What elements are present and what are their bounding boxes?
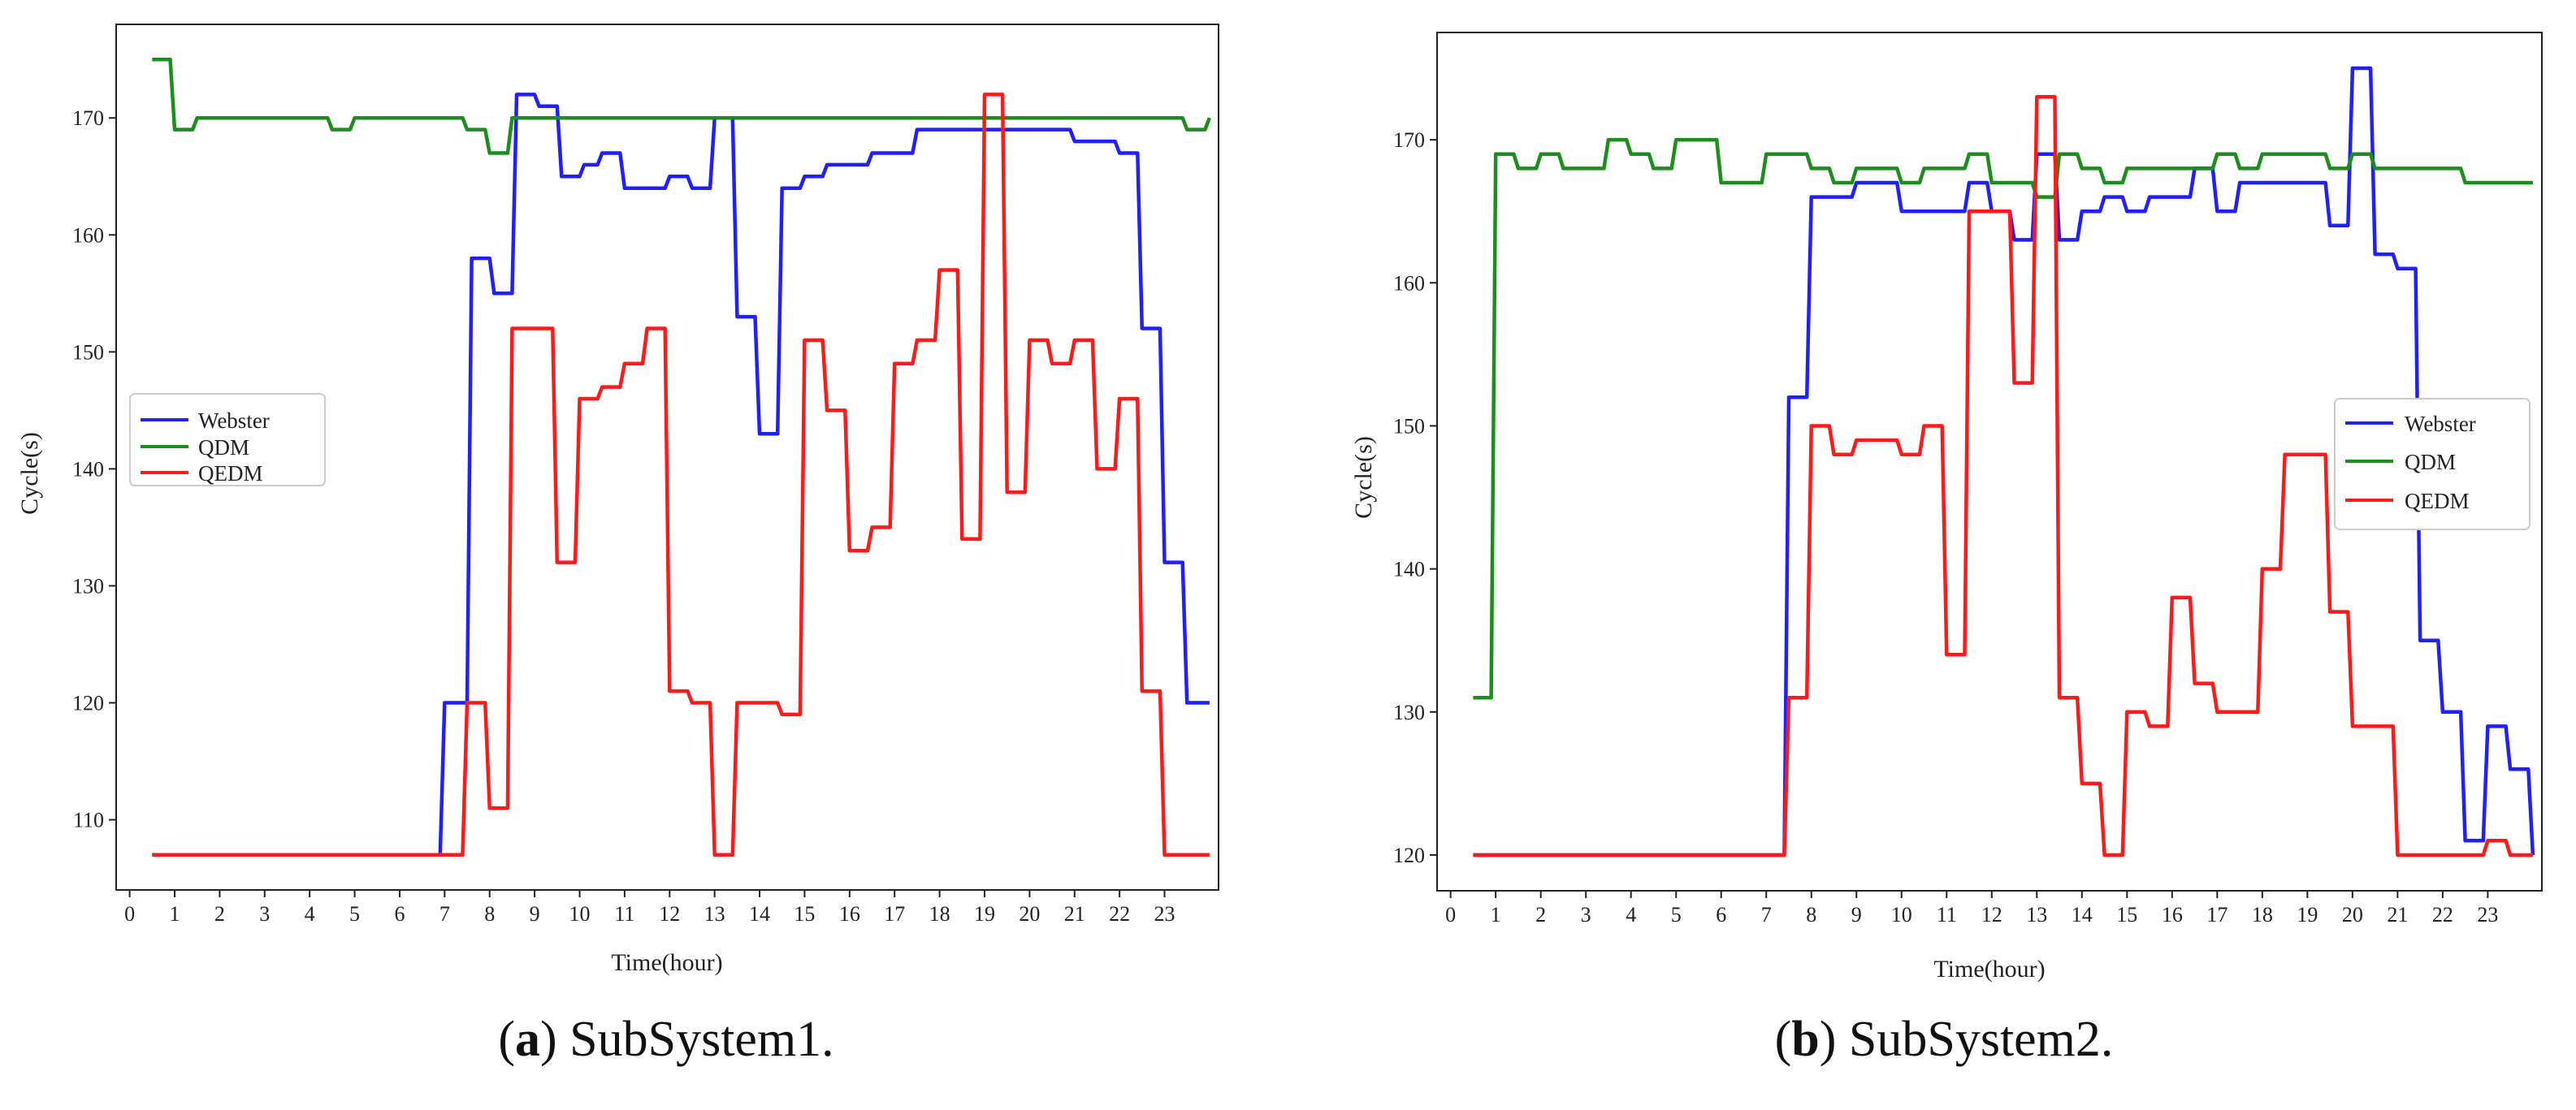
x-axis-title-b: Time(hour) [1933,956,2045,983]
legend-label-webster-b: Webster [2405,412,2476,436]
x-tick-label-b-22: 22 [2432,903,2453,926]
caption-letter-b: b [1791,1012,1819,1067]
subplot-b: 0 1 2 3 4 5 6 7 8 9 10 11 12 13 14 15 16 17 18 19 20 21 22 2312… [1350,32,2543,1067]
x-tick-label-a-0: 0 [124,902,135,926]
x-tick-label-b-10: 10 [1891,903,1912,926]
legend-label-qedm-b: QEDM [2405,489,2470,513]
x-tick-label-a-14: 14 [749,902,770,926]
x-tick-label-a-8: 8 [484,902,495,926]
x-tick-label-b-13: 13 [2026,903,2047,926]
legend-b: Webster QDM QEDM [2334,398,2531,530]
x-tick-label-a-23: 23 [1154,902,1175,926]
x-tick-label-b-23: 23 [2477,903,2498,926]
y-tick-label-a-150: 150 [72,340,104,364]
x-tick-label-b-5: 5 [1671,903,1682,926]
legend-box-b [2334,398,2531,530]
series-line-webster-b [1473,66,2535,857]
caption-a: (a) SubSystem1. [498,1012,833,1067]
y-tick-label-a-120: 120 [72,692,104,715]
y-tick-label-b-140: 140 [1393,558,1425,581]
y-tick-label-b-150: 150 [1393,414,1425,438]
x-tick-label-b-21: 21 [2387,903,2408,926]
x-tick-label-b-6: 6 [1716,903,1726,926]
x-tick-label-a-10: 10 [569,902,590,926]
y-tick-label-a-140: 140 [72,457,104,481]
x-tick-label-b-18: 18 [2252,903,2273,926]
x-tick-label-a-22: 22 [1109,902,1130,926]
y-tick-label-a-170: 170 [72,106,104,130]
x-tick-label-b-8: 8 [1806,903,1816,926]
x-tick-label-b-0: 0 [1445,903,1456,926]
legend-label-qdm-a: QDM [198,435,249,460]
x-tick-label-b-9: 9 [1851,903,1862,926]
legend-box-a [129,393,326,486]
y-tick-label-b-160: 160 [1393,271,1425,295]
x-tick-label-b-16: 16 [2162,903,2183,926]
x-tick-label-b-15: 15 [2116,903,2137,926]
x-axis-title-a: Time(hour) [611,949,722,976]
x-tick-label-a-2: 2 [214,902,225,926]
x-tick-label-a-3: 3 [259,902,270,926]
y-tick-label-a-110: 110 [73,809,104,832]
x-tick-label-a-1: 1 [170,902,180,926]
x-tick-label-a-4: 4 [305,902,315,926]
caption-b: (b) SubSystem2. [1775,1012,2114,1067]
legend-label-qdm-b: QDM [2405,450,2456,474]
caption-text-a: ) SubSystem1. [540,1012,834,1067]
x-tick-label-b-1: 1 [1491,903,1501,926]
ticks-b: 0 1 2 3 4 5 6 7 8 9 10 11 12 13 14 15 16 17 18 19 20 21 22 2312… [1393,128,2498,926]
x-tick-label-b-2: 2 [1535,903,1546,926]
x-tick-label-a-5: 5 [349,902,360,926]
x-tick-label-a-19: 19 [974,902,995,926]
x-tick-label-a-6: 6 [394,902,405,926]
y-axis-title-a: Cycle(s) [16,432,43,515]
series-lines-b [1473,66,2535,857]
series-line-qdm-a [152,57,1212,155]
series-line-qdm-b [1473,137,2533,700]
y-axis-title-b: Cycle(s) [1350,436,1377,519]
ticks-a: 0 1 2 3 4 5 6 7 8 9 10 11 12 13 14 15 16 17 18 19 20 21 22 2311… [72,106,1175,926]
y-tick-label-a-130: 130 [72,574,104,598]
x-tick-label-a-13: 13 [704,902,725,926]
x-tick-label-b-4: 4 [1626,903,1636,926]
series-line-qedm-b [1473,95,2533,857]
legend-label-qedm-a: QEDM [198,461,263,486]
y-tick-label-b-170: 170 [1393,128,1425,152]
x-tick-label-a-12: 12 [659,902,680,926]
x-tick-label-a-7: 7 [439,902,450,926]
legend-label-webster-a: Webster [198,408,270,433]
x-tick-label-b-3: 3 [1581,903,1591,926]
y-tick-label-b-120: 120 [1393,844,1425,867]
subplot-a: 0 1 2 3 4 5 6 7 8 9 10 11 12 13 14 15 16 17 18 19 20 21 22 2311… [16,24,1219,1067]
x-tick-label-a-15: 15 [794,902,815,926]
x-tick-label-b-11: 11 [1937,903,1957,926]
caption-text-b: ) SubSystem2. [1820,1012,2114,1067]
series-lines-a [152,57,1212,857]
x-tick-label-b-17: 17 [2206,903,2227,926]
series-line-qedm-a [152,93,1210,857]
x-tick-label-b-14: 14 [2072,903,2093,926]
y-tick-label-a-160: 160 [72,223,104,247]
x-tick-label-b-19: 19 [2297,903,2318,926]
x-tick-label-b-12: 12 [1981,903,2002,926]
x-tick-label-b-7: 7 [1761,903,1772,926]
x-tick-label-a-20: 20 [1019,902,1040,926]
series-line-webster-a [152,93,1210,857]
x-tick-label-a-16: 16 [839,902,860,926]
x-tick-label-a-9: 9 [530,902,540,926]
x-tick-label-a-18: 18 [929,902,950,926]
x-tick-label-b-20: 20 [2342,903,2363,926]
x-tick-label-a-11: 11 [614,902,634,926]
x-tick-label-a-21: 21 [1064,902,1085,926]
y-tick-label-b-130: 130 [1393,701,1425,724]
legend-a: Webster QDM QEDM [129,393,326,486]
x-tick-label-a-17: 17 [884,902,905,926]
caption-letter-a: a [515,1012,540,1067]
